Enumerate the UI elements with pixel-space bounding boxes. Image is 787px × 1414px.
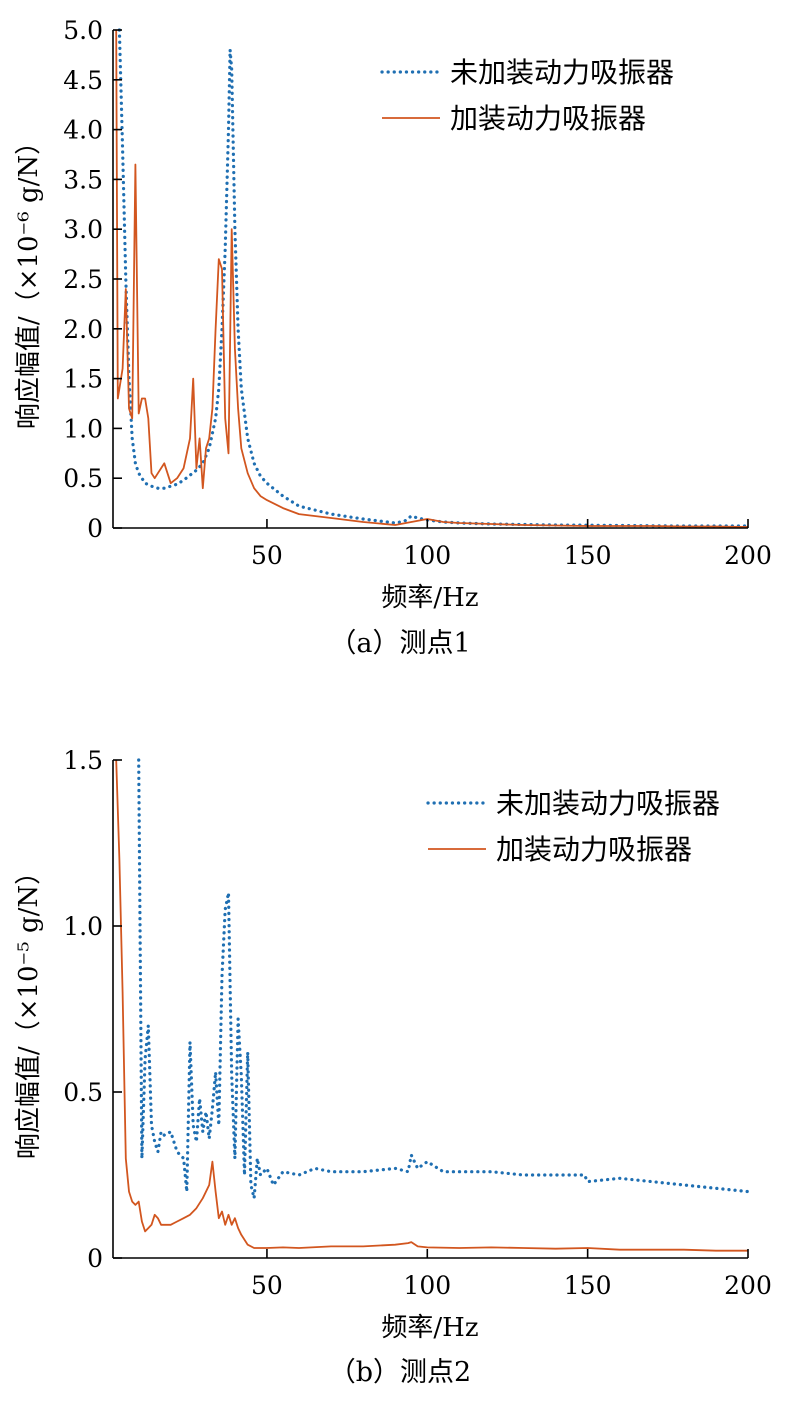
- y-tick-label: 1.5: [63, 365, 103, 394]
- y-tick-label: 5.0: [63, 16, 103, 45]
- chart-measurement-point-2: 50 100 150 200 0 0.5 1.0 1.5 频率/Hz 响应幅值/（×10⁻⁵ g/…: [14, 746, 772, 1388]
- chart-measurement-point-1: 50 100 150 200 0 0.5 1.0 1.5 2.0 2.5 3.0 3.5 4.0 4.5 5…: [14, 16, 772, 659]
- series-line-without-absorber: [137, 758, 750, 1200]
- y-tick-label: 3.5: [63, 165, 103, 194]
- chart-caption: （a）测点1: [329, 628, 470, 659]
- y-tick-label: 3.0: [63, 215, 103, 244]
- x-axis-label: 频率/Hz: [381, 1313, 478, 1343]
- y-tick-label: 0: [87, 514, 103, 543]
- y-tick-label: 1.0: [63, 414, 103, 443]
- x-tick-label: 150: [564, 1271, 612, 1300]
- x-tick-label: 200: [724, 541, 772, 570]
- x-tick-label: 50: [251, 541, 283, 570]
- chart-caption: （b）测点2: [329, 1357, 471, 1388]
- y-tick-label: 0: [87, 1244, 103, 1273]
- y-tick-label: 0.5: [63, 464, 103, 493]
- x-tick-label: 100: [403, 541, 451, 570]
- y-tick-label: 2.5: [63, 265, 103, 294]
- y-tick-label: 4.0: [63, 116, 103, 145]
- y-axis-label: 响应幅值/（×10⁻⁶ g/N）: [14, 129, 44, 429]
- series-line-with-absorber: [115, 759, 748, 1252]
- x-tick-label: 150: [564, 541, 612, 570]
- y-tick-label: 2.0: [63, 315, 103, 344]
- legend-entry-label: 未加装动力吸振器: [496, 787, 720, 820]
- x-tick-label: 50: [251, 1271, 283, 1300]
- legend-entry-label: 加装动力吸振器: [496, 833, 692, 866]
- y-axis-label: 响应幅值/（×10⁻⁵ g/N）: [14, 859, 44, 1159]
- series-line-with-absorber: [115, 29, 749, 528]
- legend-entry-label: 未加装动力吸振器: [450, 56, 674, 89]
- y-tick-label: 1.5: [63, 746, 103, 775]
- y-tick-label: 1.0: [63, 912, 103, 941]
- x-tick-label: 200: [724, 1271, 772, 1300]
- series-line-without-absorber: [117, 28, 750, 528]
- legend-entry-label: 加装动力吸振器: [450, 102, 646, 135]
- x-axis-label: 频率/Hz: [381, 583, 478, 613]
- y-tick-label: 0.5: [63, 1078, 103, 1107]
- x-tick-label: 100: [403, 1271, 451, 1300]
- y-tick-label: 4.5: [63, 66, 103, 95]
